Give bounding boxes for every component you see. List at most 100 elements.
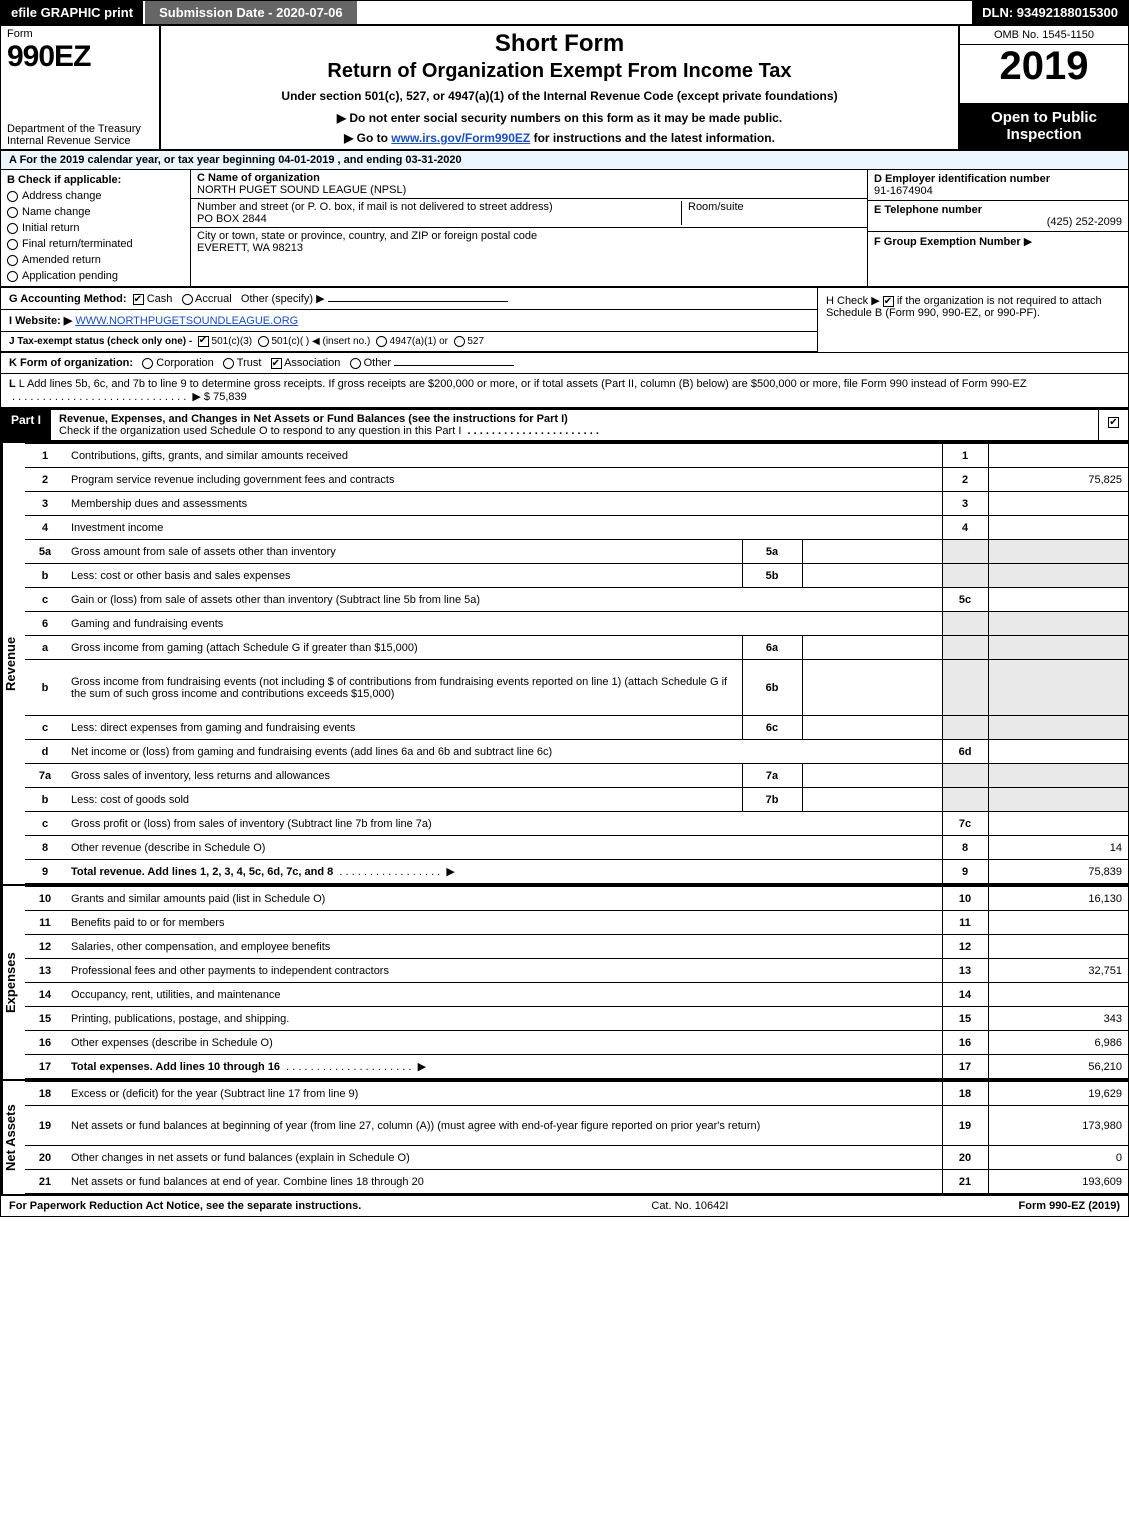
part1-header: Part I Revenue, Expenses, and Changes in… [1,408,1128,441]
line-6b: bGross income from fundraising events (n… [25,660,1128,716]
opt-501c: 501(c)( ) ◀ (insert no.) [271,336,370,347]
line-3: 3Membership dues and assessments3 [25,492,1128,516]
note-goto-tail: for instructions and the latest informat… [530,131,775,145]
chk-final-return[interactable]: Final return/terminated [7,238,184,250]
line-18: 18Excess or (deficit) for the year (Subt… [25,1082,1128,1106]
line-6: 6Gaming and fundraising events [25,612,1128,636]
line-8: 8Other revenue (describe in Schedule O)8… [25,836,1128,860]
line-5c: cGain or (loss) from sale of assets othe… [25,588,1128,612]
line-2: 2Program service revenue including gover… [25,468,1128,492]
chk-assoc[interactable] [271,358,282,369]
chk-accrual[interactable] [182,294,193,305]
line-11: 11Benefits paid to or for members11 [25,911,1128,935]
part1-checknote: Check if the organization used Schedule … [59,425,461,437]
footer-right: Form 990-EZ (2019) [1019,1200,1120,1212]
line-16: 16Other expenses (describe in Schedule O… [25,1031,1128,1055]
chk-501c[interactable] [258,336,269,347]
line-1: 1Contributions, gifts, grants, and simil… [25,444,1128,468]
chk-cash[interactable] [133,294,144,305]
form-number: 990EZ [7,40,153,74]
line-7c: cGross profit or (loss) from sales of in… [25,812,1128,836]
chk-schedule-o[interactable] [1108,417,1119,428]
box-f-label: F Group Exemption Number [874,236,1021,248]
opt-4947: 4947(a)(1) or [390,336,448,347]
title-shortform: Short Form [169,30,950,58]
chk-trust[interactable] [223,358,234,369]
line-19: 19Net assets or fund balances at beginni… [25,1106,1128,1146]
expenses-label: Expenses [1,886,25,1079]
title-return: Return of Organization Exempt From Incom… [169,60,950,83]
irs-label: Internal Revenue Service [7,135,131,147]
footer-center: Cat. No. 10642I [651,1200,728,1212]
org-address: PO BOX 2844 [197,213,681,225]
chk-scheduleb[interactable] [883,296,894,307]
chk-527[interactable] [454,336,465,347]
form-word: Form [7,28,153,40]
ident-block: B Check if applicable: Address change Na… [1,170,1128,288]
irs-link[interactable]: www.irs.gov/Form990EZ [391,131,530,145]
open-to-public: Open to Public Inspection [960,103,1128,149]
revenue-label: Revenue [1,443,25,884]
phone-value: (425) 252-2099 [874,216,1122,228]
box-l-value: 75,839 [213,391,247,403]
line-14: 14Occupancy, rent, utilities, and mainte… [25,983,1128,1007]
box-j-label: J Tax-exempt status (check only one) - [9,336,192,347]
website-link[interactable]: WWW.NORTHPUGETSOUNDLEAGUE.ORG [75,315,298,327]
tax-year: 2019 [960,45,1128,87]
line-15: 15Printing, publications, postage, and s… [25,1007,1128,1031]
box-c-city-label: City or town, state or province, country… [197,230,861,242]
note-ssn: ▶ Do not enter social security numbers o… [169,111,950,125]
chk-other-org[interactable] [350,358,361,369]
note-goto: ▶ Go to [344,131,391,145]
line-6a: aGross income from gaming (attach Schedu… [25,636,1128,660]
line-6c: cLess: direct expenses from gaming and f… [25,716,1128,740]
topbar: efile GRAPHIC print Submission Date - 20… [1,1,1128,26]
room-suite-label: Room/suite [681,201,861,225]
subtitle: Under section 501(c), 527, or 4947(a)(1)… [169,89,950,103]
line-9: 9Total revenue. Add lines 1, 2, 3, 4, 5c… [25,860,1128,884]
dln-label: DLN: 93492188015300 [972,1,1128,24]
ein-value: 91-1674904 [874,185,1122,197]
chk-amended-return[interactable]: Amended return [7,254,184,266]
line-10: 10Grants and similar amounts paid (list … [25,887,1128,911]
opt-527: 527 [467,336,484,347]
chk-4947[interactable] [376,336,387,347]
chk-501c3[interactable] [198,336,209,347]
line-5b: bLess: cost or other basis and sales exp… [25,564,1128,588]
box-b-label: B Check if applicable: [7,174,184,186]
opt-trust: Trust [237,357,262,369]
chk-address-change[interactable]: Address change [7,190,184,202]
chk-application-pending[interactable]: Application pending [7,270,184,282]
part1-label: Part I [1,410,51,440]
box-e-label: E Telephone number [874,204,1122,216]
revenue-section: Revenue 1Contributions, gifts, grants, a… [1,441,1128,884]
line-4: 4Investment income4 [25,516,1128,540]
form-header: Form 990EZ Department of the Treasury In… [1,26,1128,151]
opt-other: Other (specify) ▶ [241,293,325,305]
chk-initial-return[interactable]: Initial return [7,222,184,234]
box-c-name-label: C Name of organization [197,172,320,184]
org-city: EVERETT, WA 98213 [197,242,861,254]
box-c-addr-label: Number and street (or P. O. box, if mail… [197,201,681,213]
opt-assoc: Association [284,357,340,369]
line-7b: bLess: cost of goods sold7b [25,788,1128,812]
line-20: 20Other changes in net assets or fund ba… [25,1146,1128,1170]
chk-name-change[interactable]: Name change [7,206,184,218]
netassets-label: Net Assets [1,1081,25,1194]
box-k-label: K Form of organization: [9,357,133,369]
box-d-label: D Employer identification number [874,173,1122,185]
line-5a: 5aGross amount from sale of assets other… [25,540,1128,564]
opt-corp: Corporation [156,357,213,369]
box-l-text: L Add lines 5b, 6c, and 7b to line 9 to … [19,378,1027,390]
gh-block: G Accounting Method: Cash Accrual Other … [1,288,1128,352]
opt-other-org: Other [364,357,392,369]
line-6d: dNet income or (loss) from gaming and fu… [25,740,1128,764]
efile-label[interactable]: efile GRAPHIC print [1,1,143,24]
line-13: 13Professional fees and other payments t… [25,959,1128,983]
arrow-icon: ▶ [1024,236,1032,248]
expenses-section: Expenses 10Grants and similar amounts pa… [1,884,1128,1079]
omb-number: OMB No. 1545-1150 [960,26,1128,45]
box-g-label: G Accounting Method: [9,293,127,305]
chk-corp[interactable] [142,358,153,369]
org-name: NORTH PUGET SOUND LEAGUE (NPSL) [197,184,861,196]
